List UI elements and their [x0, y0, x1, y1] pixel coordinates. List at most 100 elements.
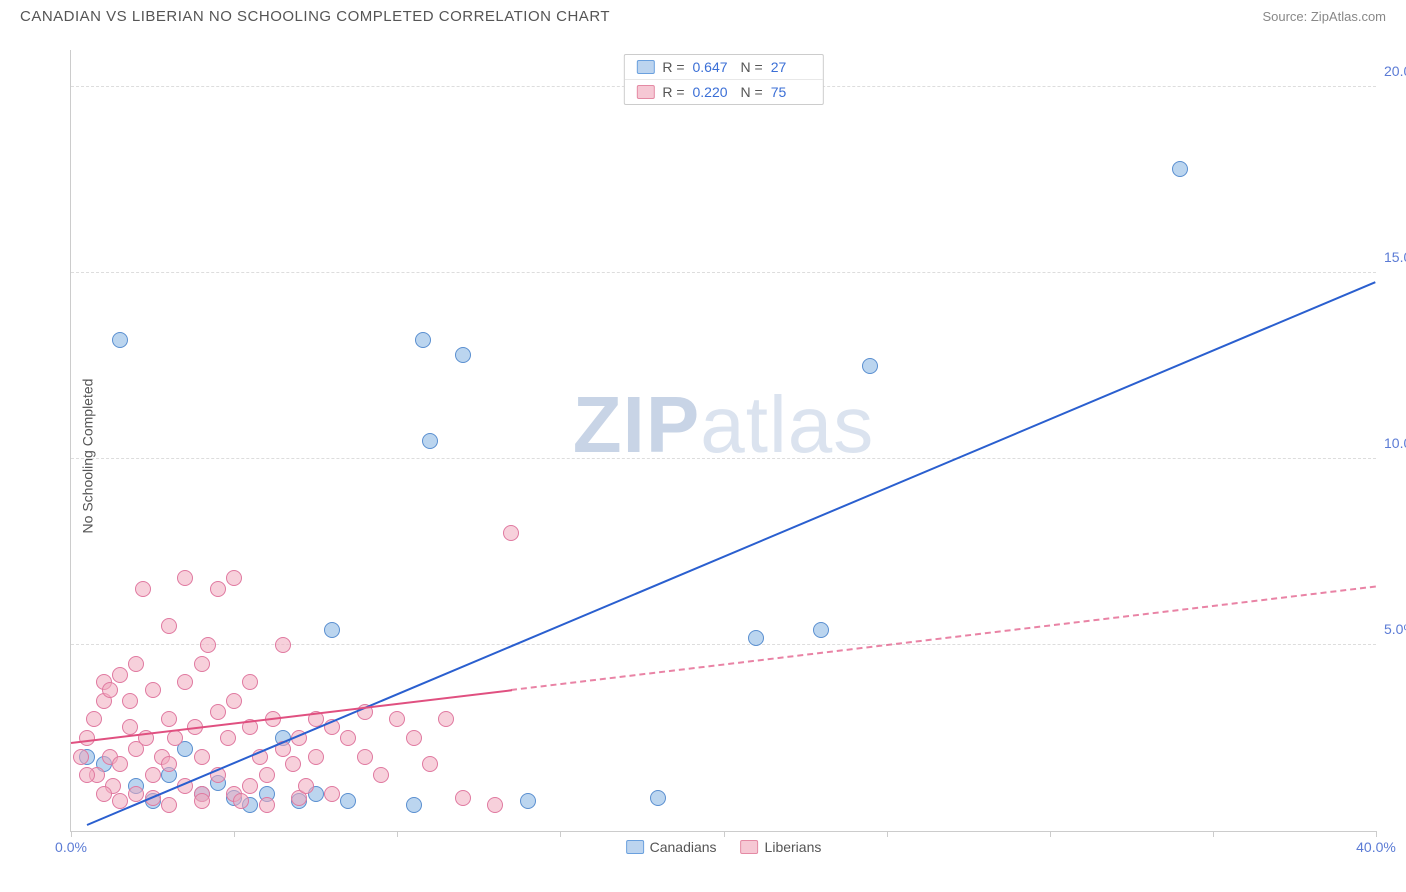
- data-point: [73, 749, 89, 765]
- data-point: [122, 719, 138, 735]
- n-label: N =: [741, 84, 763, 100]
- gridline-h: [71, 458, 1376, 459]
- xtick: [397, 831, 398, 837]
- data-point: [128, 656, 144, 672]
- data-point: [415, 332, 431, 348]
- data-point: [145, 682, 161, 698]
- xtick: [1213, 831, 1214, 837]
- data-point: [285, 756, 301, 772]
- legend-swatch: [741, 840, 759, 854]
- data-point: [112, 332, 128, 348]
- data-point: [324, 786, 340, 802]
- data-point: [520, 793, 536, 809]
- legend-item: Canadians: [626, 839, 717, 855]
- data-point: [373, 767, 389, 783]
- ytick-label: 5.0%: [1384, 621, 1406, 637]
- n-label: N =: [741, 59, 763, 75]
- data-point: [200, 637, 216, 653]
- legend-stats: R = 0.647 N = 27R = 0.220 N = 75: [623, 54, 823, 105]
- chart-container: No Schooling Completed ZIPatlas R =0.647…: [20, 40, 1386, 872]
- data-point: [122, 693, 138, 709]
- data-point: [455, 790, 471, 806]
- data-point: [242, 674, 258, 690]
- xtick: [71, 831, 72, 837]
- data-point: [177, 674, 193, 690]
- data-point: [161, 618, 177, 634]
- data-point: [259, 767, 275, 783]
- legend-swatch: [636, 85, 654, 99]
- data-point: [86, 711, 102, 727]
- r-label: R =: [662, 59, 684, 75]
- data-point: [650, 790, 666, 806]
- data-point: [220, 730, 236, 746]
- data-point: [210, 704, 226, 720]
- data-point: [813, 622, 829, 638]
- xtick: [560, 831, 561, 837]
- data-point: [275, 637, 291, 653]
- gridline-h: [71, 272, 1376, 273]
- data-point: [161, 756, 177, 772]
- data-point: [161, 711, 177, 727]
- xtick: [1376, 831, 1377, 837]
- xtick-label-left: 0.0%: [55, 839, 87, 855]
- data-point: [308, 749, 324, 765]
- gridline-h: [71, 644, 1376, 645]
- legend-swatch: [626, 840, 644, 854]
- data-point: [862, 358, 878, 374]
- data-point: [194, 793, 210, 809]
- chart-title: CANADIAN VS LIBERIAN NO SCHOOLING COMPLE…: [20, 8, 610, 25]
- xtick: [1050, 831, 1051, 837]
- legend-swatch: [636, 60, 654, 74]
- data-point: [324, 622, 340, 638]
- legend-stat-row: R = 0.647 N = 27: [624, 55, 822, 79]
- data-point: [357, 749, 373, 765]
- r-value: 0.647: [693, 59, 733, 75]
- xtick: [234, 831, 235, 837]
- watermark: ZIPatlas: [573, 379, 874, 471]
- data-point: [210, 581, 226, 597]
- data-point: [298, 778, 314, 794]
- chart-source: Source: ZipAtlas.com: [1262, 9, 1386, 24]
- xtick-label-right: 40.0%: [1356, 839, 1396, 855]
- r-value: 0.220: [693, 84, 733, 100]
- data-point: [503, 525, 519, 541]
- data-point: [177, 570, 193, 586]
- data-point: [1172, 161, 1188, 177]
- data-point: [79, 767, 95, 783]
- data-point: [233, 793, 249, 809]
- data-point: [438, 711, 454, 727]
- data-point: [194, 656, 210, 672]
- n-value: 75: [771, 84, 811, 100]
- data-point: [79, 730, 95, 746]
- data-point: [102, 682, 118, 698]
- data-point: [135, 581, 151, 597]
- plot-area: ZIPatlas R =0.647N =27R =0.220N =75 Cana…: [70, 50, 1376, 832]
- watermark-prefix: ZIP: [573, 380, 700, 469]
- legend-label: Canadians: [650, 839, 717, 855]
- data-point: [455, 347, 471, 363]
- n-value: 27: [771, 59, 811, 75]
- chart-header: CANADIAN VS LIBERIAN NO SCHOOLING COMPLE…: [0, 0, 1406, 29]
- data-point: [422, 433, 438, 449]
- data-point: [406, 730, 422, 746]
- data-point: [422, 756, 438, 772]
- data-point: [194, 749, 210, 765]
- legend-label: Liberians: [765, 839, 822, 855]
- data-point: [406, 797, 422, 813]
- data-point: [340, 793, 356, 809]
- data-point: [389, 711, 405, 727]
- data-point: [112, 756, 128, 772]
- ytick-label: 15.0%: [1384, 249, 1406, 265]
- data-point: [161, 797, 177, 813]
- data-point: [340, 730, 356, 746]
- legend-item: Liberians: [741, 839, 822, 855]
- xtick: [724, 831, 725, 837]
- data-point: [748, 630, 764, 646]
- ytick-label: 10.0%: [1384, 435, 1406, 451]
- watermark-suffix: atlas: [700, 380, 874, 469]
- legend-stat-row: R =0.220N =75: [624, 79, 822, 104]
- legend-series: Canadians Liberians: [626, 839, 822, 855]
- data-point: [242, 778, 258, 794]
- data-point: [112, 667, 128, 683]
- data-point: [96, 786, 112, 802]
